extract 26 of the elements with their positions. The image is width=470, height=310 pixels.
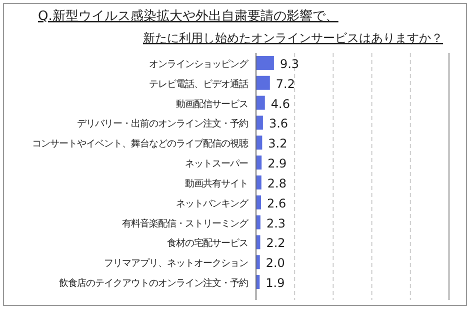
data-label: 2.2: [266, 236, 286, 250]
y-tick-label: 動画配信サービス: [176, 98, 248, 110]
chart-title: Q.新型ウイルス感染拡大や外出自粛要請の影響で、: [38, 9, 338, 24]
chart-subtitle: 新たに利用し始めたオンラインサービスはありますか？: [143, 31, 443, 45]
data-label: 2.0: [266, 256, 285, 270]
y-tick-label: ネットスーパー: [185, 158, 248, 170]
data-label: 7.2: [276, 76, 295, 91]
y-tick-label: 動画共有サイト: [185, 178, 248, 190]
y-tick-label: 飲食店のテイクアウトのオンライン注文・予約: [59, 278, 248, 290]
data-label: 2.6: [267, 196, 286, 210]
y-tick-label: コンサートやイベント、舞台などのライブ配信の視聴: [32, 138, 248, 150]
data-label: 9.3: [280, 56, 300, 71]
data-label: 2.8: [267, 176, 286, 190]
y-tick-label: フリマアプリ、ネットオークション: [104, 258, 248, 270]
data-label: 3.6: [268, 116, 288, 131]
data-label: 2.3: [266, 216, 286, 230]
y-tick-label: オンラインショッピング: [149, 58, 249, 70]
y-tick-label: デリバリー・出前のオンライン注文・予約: [77, 118, 248, 130]
y-tick-label: 有料音楽配信・ストリーミング: [122, 218, 249, 230]
y-tick-label: 食材の宅配サービス: [167, 238, 248, 250]
y-tick-label: テレビ電話、ビデオ通話: [149, 78, 248, 90]
y-tick-label: ネットバンキング: [176, 198, 249, 210]
data-label: 4.6: [270, 96, 290, 111]
data-label: 3.2: [268, 136, 288, 151]
data-label: 2.9: [268, 156, 287, 171]
data-label: 1.9: [266, 276, 285, 290]
